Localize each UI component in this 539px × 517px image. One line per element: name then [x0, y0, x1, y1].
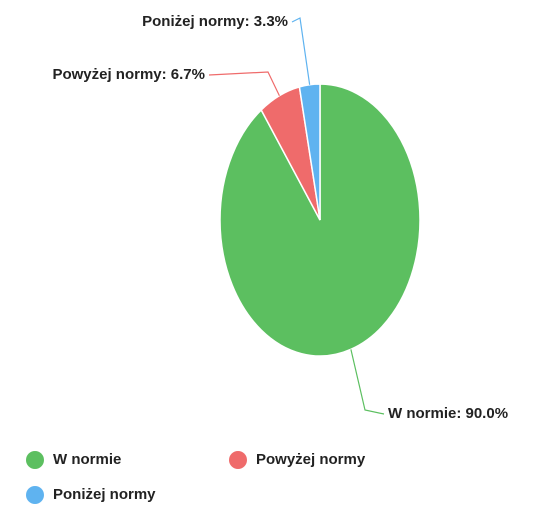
- legend-swatch: [229, 451, 247, 469]
- legend-swatch: [26, 451, 44, 469]
- leader-line: [291, 17, 311, 85]
- legend-label: W normie: [53, 451, 121, 468]
- data-label: W normie: 90.0%: [388, 405, 508, 422]
- leader-line: [350, 349, 385, 415]
- legend-label: Powyżej normy: [256, 451, 366, 468]
- data-label: Powyżej normy: 6.7%: [52, 66, 205, 83]
- leader-line: [208, 71, 280, 96]
- legend-label: Poniżej normy: [53, 486, 156, 503]
- legend-swatch: [26, 486, 44, 504]
- data-label: Poniżej normy: 3.3%: [142, 13, 288, 30]
- pie-slice: [298, 83, 321, 221]
